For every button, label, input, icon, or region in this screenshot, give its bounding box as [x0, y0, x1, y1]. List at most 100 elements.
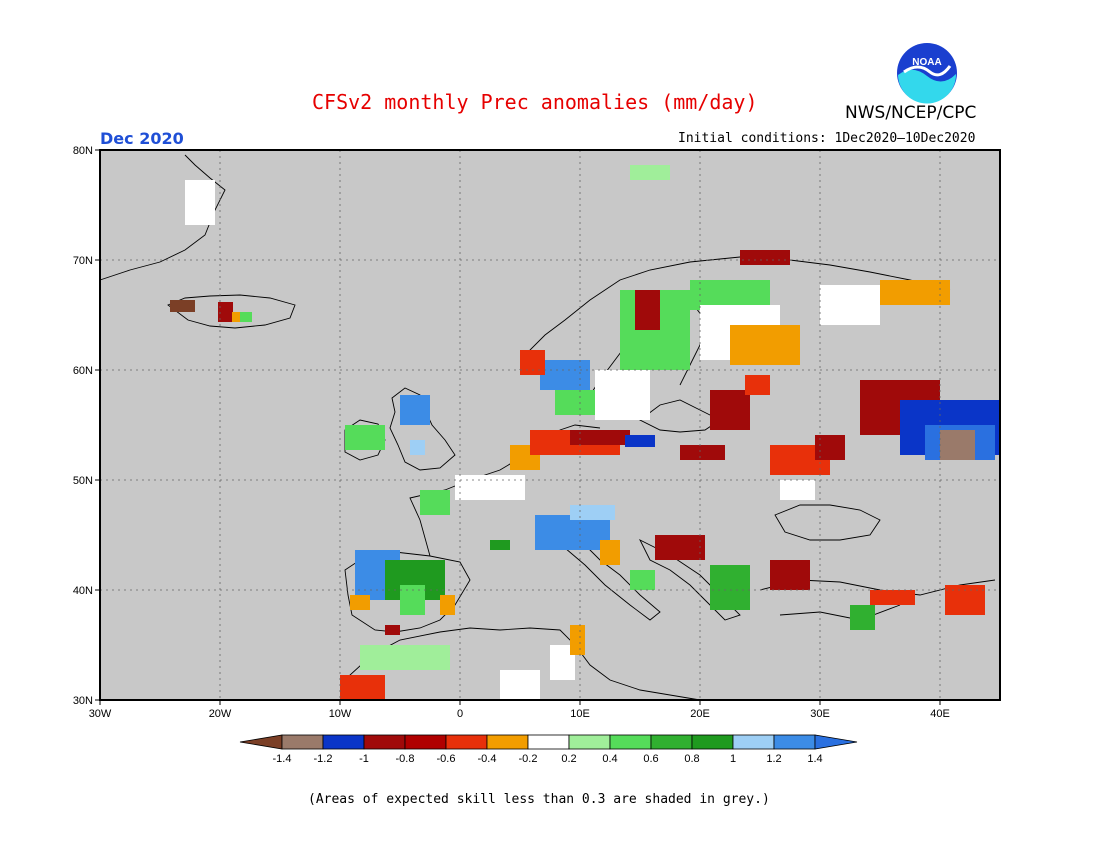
lon-tick-label: 10W: [329, 708, 352, 720]
anomaly-patch-south-sweden: [555, 390, 595, 415]
anomaly-patch-gibraltar: [385, 625, 400, 635]
anomaly-patch-iceland-west: [170, 300, 195, 312]
colorbar-arrow-low: [239, 734, 283, 750]
anomaly-patch-poland: [680, 445, 725, 460]
anomaly-patch-iceland-east: [240, 312, 252, 322]
anomaly-patch-brittany: [420, 490, 450, 515]
colorbar-swatch: [281, 734, 324, 750]
initial-conditions: Initial conditions: 1Dec2020–10Dec2020: [678, 131, 976, 146]
anomaly-patch-arkhangelsk: [880, 280, 950, 305]
anomaly-patch-portugal-south: [350, 595, 370, 610]
anomaly-patch-turkey-south: [850, 605, 875, 630]
anomaly-patch-baltic-sweden: [595, 370, 650, 420]
noaa-logo: NOAA: [897, 43, 957, 104]
lon-tick-label: 20E: [690, 708, 710, 720]
forecast-month: Dec 2020: [100, 129, 184, 148]
anomaly-patch-volga-core: [940, 430, 975, 460]
lat-tick-label: 60N: [73, 365, 93, 377]
anomaly-patch-turkey: [870, 590, 915, 605]
lon-tick-label: 0: [457, 708, 463, 720]
anomaly-patch-morocco-south: [340, 675, 385, 700]
colorbar-swatch: [609, 734, 652, 750]
anomaly-patch-tunisia-coast: [570, 625, 585, 655]
anomaly-patch-iceland-south: [232, 312, 244, 322]
lat-tick-label: 40N: [73, 585, 93, 597]
anomaly-patch-scotland: [400, 395, 430, 425]
anomaly-patch-finnmark: [740, 250, 790, 265]
colorbar-label: -1.4: [273, 753, 292, 765]
lon-tick-label: 10E: [570, 708, 590, 720]
anomaly-patch-greenland: [185, 180, 215, 225]
anomaly-patch-balkans: [655, 535, 705, 560]
anomaly-patch-aegean: [770, 560, 810, 590]
colorbar-swatch: [527, 734, 570, 750]
colorbar-label: -0.6: [437, 753, 456, 765]
anomaly-patch-kola: [820, 285, 880, 325]
lat-tick-label: 50N: [73, 475, 93, 487]
map-frame: [99, 149, 1001, 701]
lat-tick-label: 70N: [73, 255, 93, 267]
anomaly-patch-south-norway: [540, 360, 590, 390]
colorbar: -1.4 -1.2 -1 -0.8 -0.6 -0.4 -0.2 0.2 0.4 0.6 0.8 1 1…: [239, 734, 858, 765]
colorbar-swatch: [650, 734, 693, 750]
colorbar-label: -0.2: [519, 753, 538, 765]
lon-tick-label: 20W: [209, 708, 232, 720]
colorbar-label: 1.4: [807, 753, 822, 765]
anomaly-patch-poland-coast: [625, 435, 655, 447]
anomaly-patch-ireland: [345, 425, 385, 450]
colorbar-label: -1.2: [314, 753, 333, 765]
anomaly-patch-north-norway: [635, 290, 660, 330]
colorbar-swatch: [568, 734, 611, 750]
colorbar-label: 1.2: [766, 753, 781, 765]
colorbar-swatch: [486, 734, 529, 750]
colorbar-swatch: [404, 734, 447, 750]
anomaly-patch-iberia-east: [440, 595, 455, 615]
anomaly-patch-alps: [535, 515, 610, 550]
colorbar-swatch: [732, 734, 775, 750]
colorbar-label: -1: [359, 753, 369, 765]
anomaly-patch-finland-east: [730, 325, 800, 365]
colorbar-label: -0.4: [478, 753, 497, 765]
lat-tick-label: 30N: [73, 695, 93, 707]
colorbar-swatch: [363, 734, 406, 750]
anomaly-patches: [170, 165, 1000, 700]
colorbar-label: 0.4: [602, 753, 617, 765]
anomaly-patch-norway-west: [520, 350, 545, 375]
anomaly-patch-italy-south: [630, 570, 655, 590]
anomaly-patch-south-france: [490, 540, 510, 550]
axis-ticks: 30N 40N 50N 60N 70N 80N 30W 20W 10W 0 10E 20E 30E 40E: [73, 145, 950, 720]
logo-text: NOAA: [912, 57, 941, 68]
anomaly-patch-caucasus: [945, 585, 985, 615]
colorbar-arrow-high: [814, 734, 858, 750]
colorbar-label: 0.2: [561, 753, 576, 765]
chart-title: CFSv2 monthly Prec anomalies (mm/day): [312, 90, 758, 114]
gridlines: [100, 150, 1000, 700]
colorbar-label: 1: [730, 753, 736, 765]
lon-tick-label: 30W: [89, 708, 112, 720]
colorbar-swatch: [322, 734, 365, 750]
lat-tick-label: 80N: [73, 145, 93, 157]
agency-label: NWS/NCEP/CPC: [845, 103, 977, 123]
anomaly-patch-baltics: [710, 390, 750, 430]
colorbar-swatch: [773, 734, 816, 750]
colorbar-label: 0.8: [684, 753, 699, 765]
colorbar-swatch: [445, 734, 488, 750]
anomaly-patch-wales: [410, 440, 425, 455]
colorbar-swatch: [691, 734, 734, 750]
anomaly-patch-morocco: [360, 645, 450, 670]
anomaly-patch-italy-central: [600, 540, 620, 565]
anomaly-patch-alps-north: [570, 505, 615, 520]
colorbar-label: -0.8: [396, 753, 415, 765]
anomaly-patch-algeria: [500, 670, 540, 700]
anomaly-patch-iberia-south: [400, 585, 425, 615]
anomaly-patch-german-coast: [570, 430, 630, 445]
colorbar-label: 0.6: [643, 753, 658, 765]
skill-footnote: (Areas of expected skill less than 0.3 a…: [308, 792, 770, 807]
lon-tick-label: 40E: [930, 708, 950, 720]
anomaly-patch-svalbard: [630, 165, 670, 180]
anomaly-patch-iceland-central: [218, 302, 233, 322]
anomaly-patch-moldova: [780, 480, 815, 500]
anomaly-patch-greece: [710, 565, 750, 610]
anomaly-patch-north-france: [455, 475, 525, 500]
